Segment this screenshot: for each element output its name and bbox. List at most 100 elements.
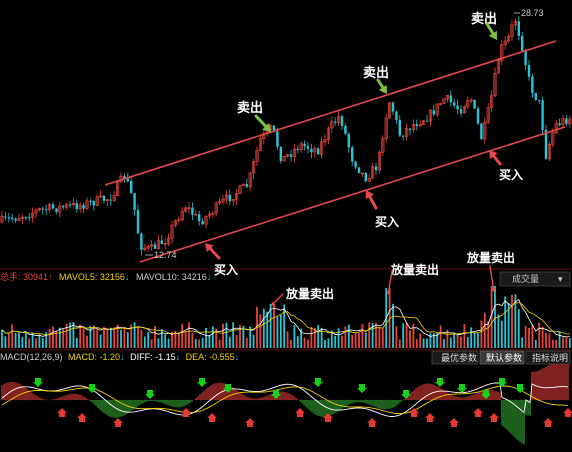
candle-body-72 [245,184,248,187]
dea-value: DEA: -0.555 [186,352,235,362]
volume-bar-69 [235,335,238,348]
down-arrow-icon: ↓ [207,272,212,282]
volume-bar-140 [477,332,479,348]
red-up-marker-3 [181,408,191,417]
default-params-button[interactable] [479,350,525,365]
candle-body-76 [258,138,262,151]
candle-body-97 [330,121,334,129]
candle-body-26 [89,200,92,202]
candle-body-137 [466,100,470,107]
buy-arrow-2-head [365,190,374,200]
volume-bar-61 [208,335,211,348]
red-up-marker-5 [245,418,255,427]
red-up-marker-13 [489,413,499,422]
candle-body-142 [483,122,487,140]
candle-body-144 [490,95,494,108]
volume-bar-81 [276,316,279,348]
volume-bar-103 [351,335,354,348]
volume-bar-78 [266,311,269,348]
volume-bar-145 [494,286,496,348]
volume-bar-66 [225,322,228,348]
candle-body-48 [163,243,167,245]
volume-bar-19 [65,323,68,348]
red-up-marker-0 [57,408,67,417]
volume-bar-98 [334,336,337,348]
volume-bar-55 [188,322,190,348]
green-down-marker-11 [481,390,491,399]
volume-bar-91 [310,327,313,348]
candle-body-116 [395,111,398,120]
volume-indicator-dropdown[interactable] [499,271,571,287]
candle-body-149 [507,35,511,42]
candle-body-131 [445,95,449,100]
volume-bar-39 [133,322,136,348]
buy-arrow-1-shaft [208,247,221,260]
candle-body-8 [28,217,31,219]
volume-bar-84 [286,331,289,348]
candle-body-163 [554,122,558,134]
buy-arrow-1-head [205,243,214,252]
volume-bar-36 [123,328,126,348]
volume-bar-48 [164,334,167,348]
volume-bar-25 [86,335,88,348]
volume-bar-93 [317,324,320,348]
volume-bar-56 [191,332,194,348]
volume-total: 总手: 30941 [0,271,48,282]
volume-bar-154 [524,325,527,348]
volume-bar-114 [388,288,391,348]
candle-body-127 [432,110,435,115]
volume-bar-108 [368,322,371,348]
volume-bar-73 [249,326,252,348]
sell-label-2: 卖出 [363,65,389,81]
candle-body-53 [180,210,184,221]
green-down-marker-12 [497,378,507,387]
buy-arrow-2-shaft [368,195,378,210]
volume-bar-85 [290,339,292,348]
sell-arrow-1-shaft [254,114,268,128]
candle-body-167 [568,119,572,125]
candle-body-143 [486,107,490,123]
volume-bar-120 [409,330,411,348]
candle-body-37 [126,178,129,182]
volume-bar-79 [269,304,272,348]
macd-lines [1,382,569,417]
volume-bar-7 [24,331,27,348]
candle-body-150 [510,24,514,37]
volume-bar-20 [69,322,71,348]
volume-bar-152 [517,309,520,348]
candle-body-145 [493,72,497,97]
green-down-marker-5 [271,390,281,399]
volume-bar-126 [429,333,432,348]
candle-body-0 [0,216,4,223]
candle-body-10 [34,209,38,214]
volume-bar-100 [341,335,343,348]
candle-body-158 [538,99,541,101]
candle-body-75 [255,150,259,162]
buy-arrow-3-shaft [492,154,502,166]
vol-arrow-2-head [386,291,391,295]
volume-bar-127 [432,332,435,348]
indicator-help-button[interactable] [525,350,571,365]
candle-body-29 [99,195,103,198]
vol-arrow-3-head [491,288,496,292]
volume-bar-109 [371,323,374,348]
best-params-button[interactable] [431,350,479,365]
volume-bar-28 [96,329,99,348]
volume-bar-26 [89,326,92,348]
volume-bar-143 [487,321,490,348]
volume-bar-42 [143,336,146,348]
mavol10-line [1,302,570,336]
candle-body-49 [167,237,171,244]
mavol10-value: MAVOL10: 34216 [136,272,207,282]
default-params-label: 默认参数 [486,352,522,363]
volume-bar-104 [354,332,357,348]
volume-bar-97 [330,330,333,348]
candle-body-19 [65,204,69,208]
volume-bar-6 [21,337,24,348]
volume-bar-125 [426,338,428,348]
candle-body-123 [418,124,422,127]
candle-body-55 [187,207,191,210]
volume-bar-9 [31,332,34,348]
sell-label-3: 卖出 [471,11,497,27]
green-down-marker-8 [401,390,411,399]
